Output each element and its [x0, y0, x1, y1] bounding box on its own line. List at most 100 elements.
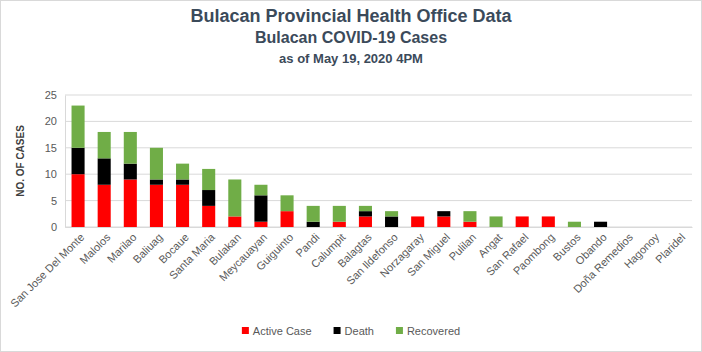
bar: [176, 185, 189, 227]
series-bars: [72, 148, 608, 227]
chart-subtitle: as of May 19, 2020 4PM: [279, 51, 423, 66]
bar: [516, 216, 529, 217]
bar: [254, 185, 267, 196]
legend-item: Recovered: [396, 325, 460, 337]
bar: [437, 216, 450, 227]
bar: [385, 211, 398, 216]
bar: [490, 216, 503, 227]
bar: [516, 216, 529, 217]
bar: [568, 222, 581, 227]
bar: [646, 227, 659, 228]
bar: [202, 190, 215, 206]
tick: Paombong: [511, 227, 557, 277]
axis-line: [65, 96, 66, 228]
chart-border: [1, 1, 702, 352]
tick: San Jose Del Monte: [8, 227, 87, 309]
bar: [516, 216, 529, 227]
bar: [385, 216, 398, 227]
bar: [307, 222, 320, 227]
y-axis-title: NO. OF CASES: [15, 125, 26, 197]
tick-label: San Jose Del Monte: [8, 231, 87, 310]
tick-label: Pulilan: [446, 231, 478, 263]
bar: [98, 158, 111, 184]
bar: [333, 222, 346, 227]
grid-line: [65, 121, 692, 122]
bar: [254, 222, 267, 227]
tick: 0: [51, 221, 65, 233]
tick: Santa Maria: [167, 227, 218, 281]
chart: Bulacan Provincial Health Office Data Bul…: [0, 0, 702, 352]
tick-label: 5: [51, 195, 57, 207]
bar: [124, 179, 137, 227]
bar: [150, 179, 163, 184]
bar: [150, 185, 163, 227]
bar: [620, 227, 633, 228]
tick: Plaridel: [653, 227, 687, 265]
bar: [176, 164, 189, 180]
bar: [281, 195, 294, 211]
bar: [72, 174, 85, 227]
bar: [359, 211, 372, 216]
bar: [150, 148, 163, 180]
tick: Hagonoy: [622, 227, 662, 271]
tick: 25: [45, 89, 65, 101]
bar: [672, 227, 685, 228]
bar: [463, 211, 476, 222]
bar: [542, 216, 555, 217]
legend-item: Active Case: [242, 325, 312, 337]
bar: [202, 206, 215, 227]
bars: [72, 106, 608, 227]
bar: [542, 216, 555, 227]
chart-title: Bulacan Provincial Health Office Data: [190, 6, 512, 26]
tick-label: 15: [45, 142, 57, 154]
tick-label: Malolos: [77, 231, 113, 267]
bar: [228, 216, 241, 227]
tick-label: San Miguel: [405, 231, 452, 278]
legend-swatch: [334, 327, 341, 334]
bar: [202, 169, 215, 190]
legend-item: Death: [334, 325, 374, 337]
x-axis: San Jose Del MonteMalolosMarilaoBaliuagB…: [8, 227, 693, 309]
bar: [620, 227, 633, 228]
bar: [124, 164, 137, 180]
bar: [411, 216, 424, 217]
bar: [437, 211, 450, 216]
bar: [542, 216, 555, 217]
tick-label: 20: [45, 115, 57, 127]
bar: [124, 132, 137, 164]
bar: [359, 206, 372, 211]
legend-label: Death: [345, 325, 374, 337]
grid-line: [65, 95, 692, 96]
tick: 5: [51, 195, 65, 207]
bar: [411, 216, 424, 227]
y-axis: 0 5 10 15 20 25: [45, 89, 66, 233]
bar: [359, 216, 372, 227]
tick: San Miguel: [405, 227, 452, 278]
bar: [437, 211, 450, 212]
bar: [72, 148, 85, 174]
series-bars: [72, 106, 581, 227]
grid: [65, 95, 692, 227]
bar: [254, 195, 267, 221]
bar: [281, 211, 294, 227]
legend-swatch: [242, 327, 249, 334]
bar: [672, 227, 685, 228]
tick: Guiguinto: [254, 227, 296, 273]
axis-line: [66, 227, 693, 228]
tick-label: Paombong: [511, 231, 557, 277]
tick: 20: [45, 115, 65, 127]
tick: 10: [45, 168, 65, 180]
bar: [646, 227, 659, 228]
tick-label: Hagonoy: [622, 231, 662, 271]
tick: Pulilan: [446, 227, 478, 263]
bar: [98, 185, 111, 227]
legend-label: Recovered: [407, 325, 460, 337]
series-bars: [72, 174, 555, 227]
chart-title: Bulacan COVID-19 Cases: [255, 29, 447, 46]
bar: [72, 106, 85, 148]
tick-label: 10: [45, 168, 57, 180]
bar: [620, 227, 633, 228]
bar: [411, 216, 424, 217]
tick-label: 25: [45, 89, 57, 101]
bar: [594, 222, 607, 227]
